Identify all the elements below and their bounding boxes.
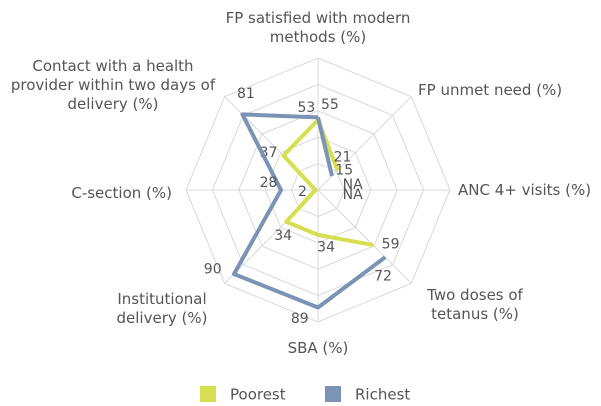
value-label: 72: [374, 268, 392, 284]
value-label: 28: [260, 175, 278, 191]
legend-swatch: [200, 386, 216, 402]
series-line: [281, 118, 374, 248]
axis-label: FP satisfied with modern methods (%): [225, 9, 411, 46]
value-label: 53: [298, 100, 316, 116]
value-label: 34: [274, 228, 292, 244]
value-label: 59: [382, 237, 400, 253]
axis-label: FP unmet need (%): [418, 81, 563, 99]
axis-label: SBA (%): [287, 339, 349, 357]
axis-label: Contact with a health provider within tw…: [10, 57, 216, 113]
axis-label: Institutional delivery (%): [116, 290, 208, 327]
axis-label: ANC 4+ visits (%): [458, 181, 592, 199]
value-label: 89: [291, 311, 309, 327]
value-label: 90: [204, 261, 222, 277]
spoke: [317, 189, 412, 284]
value-label: 2: [298, 184, 307, 200]
value-label: 34: [317, 239, 335, 255]
legend-label: Poorest: [230, 386, 286, 404]
value-label: 81: [237, 86, 255, 102]
value-label: NA: [343, 187, 363, 203]
value-label: 55: [321, 97, 339, 113]
value-label: 15: [335, 162, 353, 178]
axis-label: Two doses of tetanus (%): [427, 286, 523, 323]
axis-label: C-section (%): [71, 184, 172, 202]
legend-label: Richest: [355, 386, 410, 404]
legend-swatch: [325, 386, 341, 402]
series-line: [231, 112, 387, 310]
value-label: NA: [343, 177, 363, 193]
value-label: 21: [334, 149, 352, 165]
series-line: [316, 116, 334, 177]
